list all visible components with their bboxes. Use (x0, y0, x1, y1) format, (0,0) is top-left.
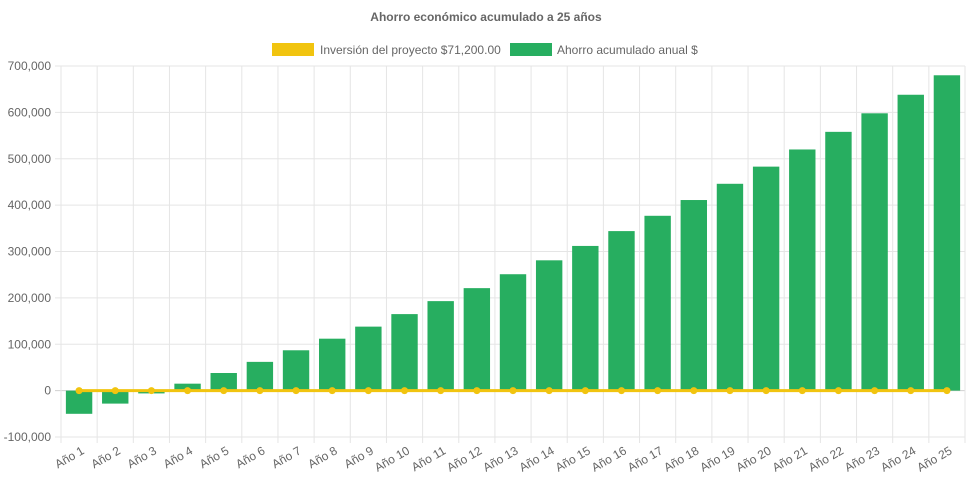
x-tick-label: Año 22 (806, 443, 846, 474)
x-tick-label: Año 25 (914, 443, 954, 474)
x-tick-label: Año 3 (125, 443, 159, 471)
y-tick-label: 200,000 (8, 291, 52, 305)
x-tick-label: Año 17 (625, 443, 665, 474)
x-tick-label: Año 8 (306, 443, 340, 471)
x-axis: Año 1 Año 2 Año 3 Año 4 Año 5 Año 6 Año 7 Año 8… (52, 443, 954, 474)
bar[interactable] (210, 373, 237, 391)
bar[interactable] (933, 75, 961, 391)
y-tick-label: 0 (44, 384, 51, 398)
y-tick-label: -100,000 (4, 430, 52, 444)
bar[interactable] (282, 350, 310, 391)
grid (55, 65, 966, 443)
x-tick-label: Año 6 (233, 443, 267, 471)
x-tick-label: Año 19 (698, 443, 738, 474)
line-point[interactable] (690, 387, 698, 395)
x-tick-label: Año 21 (770, 443, 810, 474)
bar[interactable] (789, 149, 816, 391)
bar[interactable] (102, 390, 129, 404)
x-tick-label: Año 14 (517, 443, 557, 474)
bar[interactable] (355, 326, 382, 391)
line-point[interactable] (871, 387, 879, 395)
legend-label-investment: Inversión del proyecto $71,200.00 (320, 43, 501, 57)
bar[interactable] (608, 231, 635, 391)
line-point[interactable] (292, 387, 300, 395)
line-point[interactable] (654, 387, 662, 395)
bar[interactable] (427, 301, 454, 391)
x-tick-label: Año 2 (89, 443, 123, 471)
y-tick-label: 600,000 (8, 105, 52, 119)
x-tick-label: Año 7 (269, 443, 303, 471)
x-tick-label: Año 9 (342, 443, 376, 471)
legend-swatch-investment (272, 43, 314, 56)
line-point[interactable] (798, 387, 806, 395)
x-tick-label: Año 24 (878, 443, 918, 474)
line-point[interactable] (401, 387, 409, 395)
bar[interactable] (752, 166, 780, 391)
line-point[interactable] (617, 387, 625, 395)
bar[interactable] (463, 288, 491, 391)
line-point[interactable] (75, 387, 83, 395)
bar[interactable] (246, 361, 274, 391)
x-tick-label: Año 23 (842, 443, 882, 474)
bar[interactable] (825, 131, 852, 391)
bar[interactable] (861, 113, 888, 391)
x-tick-label: Año 18 (661, 443, 701, 474)
x-tick-label: Año 15 (553, 443, 593, 474)
x-tick-label: Año 1 (52, 443, 86, 471)
x-tick-label: Año 16 (589, 443, 629, 474)
y-tick-label: 400,000 (8, 198, 52, 212)
x-tick-label: Año 12 (444, 443, 484, 474)
x-tick-label: Año 4 (161, 443, 195, 471)
bar[interactable] (644, 215, 671, 391)
legend-label-savings: Ahorro acumulado anual $ (557, 43, 698, 57)
bar[interactable] (535, 260, 563, 391)
line-point[interactable] (147, 387, 155, 395)
y-tick-label: 100,000 (8, 337, 52, 351)
y-axis: 700,000 600,000 500,000 400,000 300,000 200,0… (4, 59, 52, 444)
bar[interactable] (319, 338, 346, 391)
bar[interactable] (897, 94, 924, 391)
line-point[interactable] (184, 387, 192, 395)
legend: Inversión del proyecto $71,200.00 Ahorro… (272, 43, 698, 57)
legend-item-savings[interactable]: Ahorro acumulado anual $ (510, 43, 698, 57)
bar[interactable] (65, 390, 93, 414)
bar[interactable] (499, 274, 527, 391)
line-point[interactable] (762, 387, 770, 395)
line-point[interactable] (581, 387, 589, 395)
x-tick-label: Año 10 (372, 443, 412, 474)
line-point[interactable] (473, 387, 481, 395)
x-tick-label: Año 20 (734, 443, 774, 474)
line-point[interactable] (364, 387, 372, 395)
line-point[interactable] (437, 387, 445, 395)
line-point[interactable] (220, 387, 228, 395)
line-point[interactable] (111, 387, 119, 395)
legend-item-investment[interactable]: Inversión del proyecto $71,200.00 (272, 43, 501, 57)
y-tick-label: 300,000 (8, 245, 52, 259)
line-point[interactable] (943, 387, 951, 395)
line-point[interactable] (509, 387, 517, 395)
bar[interactable] (391, 314, 418, 391)
chart-title: Ahorro económico acumulado a 25 años (370, 10, 602, 24)
x-tick-label: Año 13 (481, 443, 521, 474)
bar-series (65, 75, 961, 414)
bar[interactable] (716, 183, 744, 391)
line-point[interactable] (834, 387, 842, 395)
x-tick-label: Año 5 (197, 443, 231, 471)
legend-swatch-savings (510, 43, 552, 56)
bar[interactable] (680, 200, 707, 391)
line-point[interactable] (256, 387, 264, 395)
line-series (75, 387, 951, 395)
y-tick-label: 700,000 (8, 59, 52, 73)
line-point[interactable] (726, 387, 734, 395)
line-point[interactable] (907, 387, 915, 395)
line-point[interactable] (328, 387, 336, 395)
y-tick-label: 500,000 (8, 152, 52, 166)
bar[interactable] (572, 245, 599, 391)
x-tick-label: Año 11 (409, 443, 448, 474)
line-point[interactable] (545, 387, 553, 395)
